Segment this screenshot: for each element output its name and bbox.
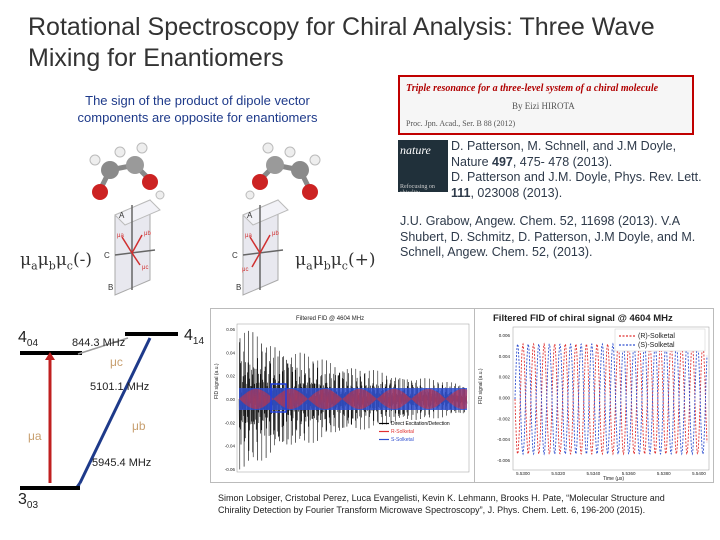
zoom-xtick: 5.5300 <box>516 471 530 476</box>
transition-844 <box>77 337 129 355</box>
level-bottom-label: 303 <box>18 491 38 508</box>
axis-b-label-right: B <box>236 283 241 292</box>
ref-paper-title: Triple resonance for a three-level syste… <box>406 83 659 94</box>
slide-title: Rotational Spectroscopy for Chiral Analy… <box>28 13 655 72</box>
mu-b-label-right: μb <box>272 231 279 237</box>
mu-a-label-left: μa <box>117 233 124 239</box>
zoom-plot-ylabel: FID signal (a.u.) <box>478 368 484 404</box>
nature-logo: nature <box>400 143 431 157</box>
enantiomer-plus-label: μaμbμc(+) <box>295 250 376 273</box>
fid-legend-entry: R-Solketal <box>391 429 414 435</box>
zoom-ytick: 0.006 <box>499 333 511 338</box>
ref-paper-authors: By Eizi HIROTA <box>512 101 575 111</box>
molecule-right-image <box>245 142 321 200</box>
mu-c-transition-label: μc <box>110 355 123 369</box>
zoom-s-curve <box>514 342 708 456</box>
zoom-ytick: 0.004 <box>499 354 511 359</box>
fid-ytick: 0.04 <box>226 350 235 355</box>
dipole-sign-note: The sign of the product of dipole vector… <box>77 93 318 125</box>
zoom-xtick: 5.5360 <box>622 471 636 476</box>
zoom-xtick: 5.5400 <box>692 471 706 476</box>
fid-plot-panel: Filtered FID @ 4604 MHz FID signal (a.u.… <box>210 308 475 483</box>
chiral-signal-plot-panel: Filtered FID of chiral signal @ 4604 MHz… <box>474 308 714 483</box>
chiral-signal-plot: Filtered FID of chiral signal @ 4604 MHz… <box>478 313 710 482</box>
citation-lobsiger: Simon Lobsiger, Cristobal Perez, Luca Ev… <box>218 493 665 515</box>
zoom-xtick: 5.5340 <box>587 471 601 476</box>
molecule-left-image <box>89 142 165 200</box>
axis-cube-left: A C B μb μa μc <box>104 199 161 296</box>
transition-5945 <box>78 337 152 484</box>
nature-cover-subtitle: Refocusing on chirality <box>400 184 435 192</box>
zoom-plot-xlabel: Time (μs) <box>603 476 624 482</box>
citation-grabow-shubert: J.U. Grabow, Angew. Chem. 52, 11698 (201… <box>400 214 696 259</box>
zoom-legend-entry: (R)-Solketal <box>638 333 675 340</box>
mu-a-label-right: μa <box>245 233 252 239</box>
zoom-ytick: 0.002 <box>499 375 511 380</box>
fid-legend-entry: Direct Excitation/Detection <box>391 421 450 427</box>
mu-b-transition-label: μb <box>132 419 146 433</box>
fid-legend-entry: S-Solketal <box>391 437 414 443</box>
zoom-ytick: -0.004 <box>497 437 510 442</box>
mu-b-label-left: μb <box>144 231 151 237</box>
freq-5945-label: 5945.4 MHz <box>92 457 151 469</box>
level-mid-label: 404 <box>18 329 38 349</box>
fid-r-trace <box>238 388 468 410</box>
zoom-xtick: 5.5380 <box>657 471 671 476</box>
axis-a-label-right: A <box>247 211 253 220</box>
zoom-plot-title: Filtered FID of chiral signal @ 4604 MHz <box>493 313 673 324</box>
fid-ytick: -0.04 <box>225 444 236 449</box>
enantiomer-minus-label: μaμbμc(-) <box>20 250 92 273</box>
freq-844-label: 844.3 MHz <box>72 337 125 349</box>
zoom-r-curve <box>514 342 708 456</box>
zoom-ytick: -0.006 <box>497 458 510 463</box>
zoom-legend-entry: (S)-Solketal <box>638 342 675 349</box>
fid-plot-ylabel: FID signal (a.u.) <box>214 363 220 399</box>
zoom-xtick: 5.5320 <box>551 471 565 476</box>
fid-ytick: 0.06 <box>226 327 235 332</box>
energy-level-diagram: 414 404 303 844.3 MHz 5101.1 MHz 5945.4 … <box>18 327 204 508</box>
freq-5101-label: 5101.1 MHz <box>90 381 149 393</box>
fid-ytick: 0.00 <box>226 397 235 402</box>
fid-plot: Filtered FID @ 4604 MHz FID signal (a.u.… <box>214 316 470 473</box>
fid-plot-title: Filtered FID @ 4604 MHz <box>296 316 364 322</box>
nature-cover-image: nature Refocusing on chirality <box>398 140 448 192</box>
fid-ytick: 0.02 <box>226 374 235 379</box>
axis-c-label-right: C <box>232 251 238 260</box>
axis-b-label-left: B <box>108 283 113 292</box>
fid-ytick: -0.02 <box>225 420 236 425</box>
zoom-ytick: -0.002 <box>497 416 510 421</box>
mu-c-label-left: μc <box>142 265 148 271</box>
level-top-label: 414 <box>184 327 204 347</box>
mu-a-transition-label: μa <box>28 429 42 443</box>
fid-ytick: -0.06 <box>225 467 236 472</box>
axis-a-label-left: A <box>119 211 125 220</box>
mu-c-label-right: μc <box>242 267 248 273</box>
zoom-region-marker <box>270 383 287 413</box>
zoom-ytick: 0.000 <box>499 396 511 401</box>
axis-c-label-left: C <box>104 251 110 260</box>
axis-cube-right: A C B μb μa μc <box>232 199 289 296</box>
reference-paper-thumbnail: Triple resonance for a three-level syste… <box>398 75 694 135</box>
ref-paper-journal: Proc. Jpn. Acad., Ser. B 88 (2012) <box>406 119 516 128</box>
citation-patterson: D. Patterson, M. Schnell, and J.M Doyle,… <box>451 139 702 200</box>
zoom-legend-box <box>614 328 706 352</box>
